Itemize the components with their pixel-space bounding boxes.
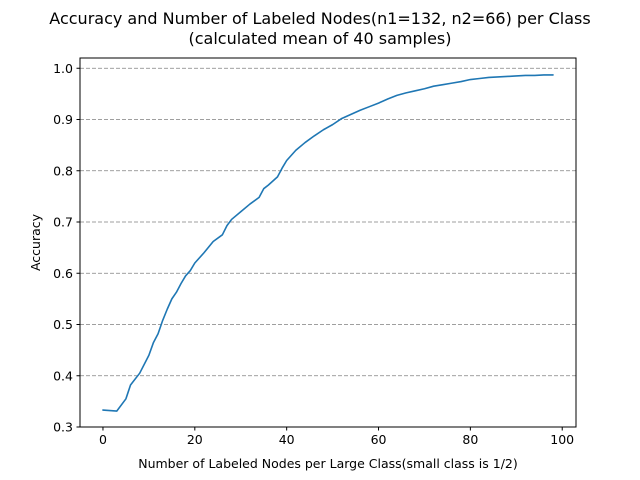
y-axis: 0.3 0.4 0.5 0.6 0.7 0.8 0.9 1.0 — [53, 61, 80, 435]
x-tick-label: 60 — [371, 432, 387, 447]
y-tick-label: 0.5 — [53, 317, 73, 332]
x-tick-label: 80 — [462, 432, 478, 447]
y-tick-label: 0.4 — [53, 368, 73, 383]
x-tick-label: 20 — [187, 432, 203, 447]
accuracy-series-line — [102, 74, 554, 412]
y-tick-label: 0.6 — [53, 266, 73, 281]
chart-subtitle: (calculated mean of 40 samples) — [189, 29, 452, 48]
y-tick-label: 0.9 — [53, 112, 73, 127]
y-tick-label: 0.3 — [53, 420, 73, 435]
plot-frame — [79, 57, 577, 428]
y-axis-label: Accuracy — [28, 213, 43, 271]
y-tick-label: 0.7 — [53, 215, 73, 230]
y-tick-label: 0.8 — [53, 163, 73, 178]
y-tick-label: 1.0 — [53, 61, 73, 76]
x-tick-label: 0 — [99, 432, 107, 447]
x-axis: 0 20 40 60 80 100 — [99, 427, 574, 447]
x-tick-label: 100 — [550, 432, 574, 447]
x-tick-label: 40 — [279, 432, 295, 447]
x-axis-label: Number of Labeled Nodes per Large Class(… — [138, 456, 518, 471]
series-group — [102, 74, 554, 412]
chart-title: Accuracy and Number of Labeled Nodes(n1=… — [49, 9, 590, 28]
grid-lines — [80, 67, 576, 428]
